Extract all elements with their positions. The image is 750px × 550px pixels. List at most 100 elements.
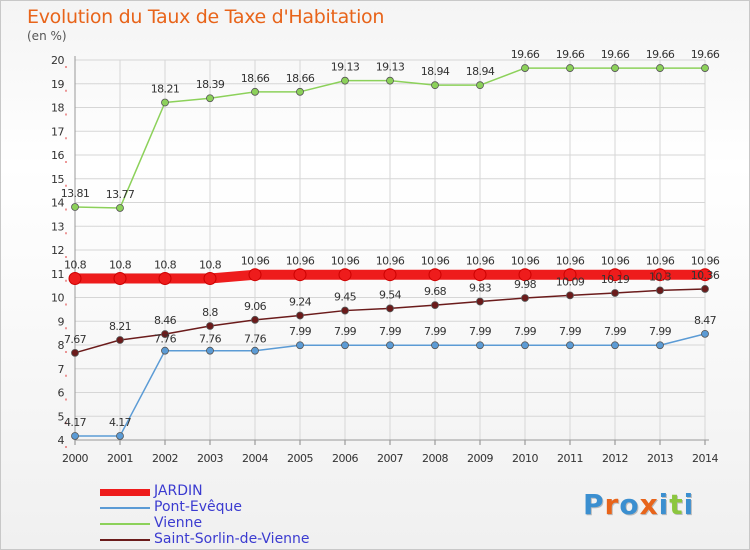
x-tick-label: 2001: [107, 452, 133, 465]
data-label: 19.66: [691, 48, 720, 61]
data-label: 19.66: [556, 48, 585, 61]
data-point: [476, 81, 484, 90]
x-tick-label: 2000: [62, 452, 88, 465]
logo-letter: o: [619, 488, 640, 521]
data-label: 10.8: [64, 259, 87, 272]
data-label: 13.81: [61, 187, 90, 200]
data-label: 13.77: [106, 188, 135, 201]
data-point: [431, 301, 439, 310]
chart-legend: JARDIN Pont-Evêque Vienne Saint-Sorlin-de-V…: [100, 483, 360, 548]
data-point: [476, 297, 484, 306]
legend-label: Pont-Evêque: [154, 499, 243, 515]
y-tick-label: 9: [58, 315, 65, 328]
data-point: [206, 94, 214, 103]
data-point: [701, 64, 709, 72]
y-tick-label: 16: [51, 149, 64, 162]
x-tick-label: 2003: [197, 452, 223, 465]
data-label: 10.96: [286, 255, 315, 268]
logo-letter: r: [604, 488, 620, 521]
y-tick-label: 15: [51, 173, 64, 186]
logo-letter: t: [669, 488, 684, 521]
data-label: 7.99: [424, 325, 447, 338]
data-label: 10.8: [154, 259, 177, 272]
data-label: 9.06: [244, 300, 267, 313]
data-label: 18.21: [151, 83, 180, 96]
data-point: [341, 341, 349, 350]
proxiti-logo: Proxiti: [583, 488, 694, 521]
data-label: 10.96: [466, 255, 495, 268]
x-tick-label: 2002: [152, 452, 178, 465]
data-label: 10.96: [691, 255, 720, 268]
data-label: 10.96: [241, 255, 270, 268]
data-label: 4.17: [64, 416, 87, 429]
data-point: [116, 432, 124, 440]
data-label: 10.8: [199, 259, 222, 272]
data-label: 7.99: [604, 325, 627, 338]
legend-label: Vienne: [154, 515, 203, 531]
data-point: [701, 285, 709, 293]
data-label: 10.96: [331, 255, 360, 268]
y-tick-label: 17: [51, 125, 64, 138]
data-point: [71, 203, 79, 211]
data-label: 7.99: [469, 325, 492, 338]
data-point: [611, 341, 619, 350]
data-label: 7.99: [559, 325, 582, 338]
data-label: 4.17: [109, 416, 132, 429]
data-point: [296, 311, 304, 320]
data-label: 7.99: [514, 325, 537, 338]
y-tick-label: 20: [51, 54, 64, 67]
y-unit-label: (en %): [27, 29, 67, 43]
x-tick-label: 2005: [287, 452, 313, 465]
data-point: [71, 348, 79, 357]
data-point: [338, 268, 352, 282]
y-tick-label: 7: [58, 363, 65, 376]
y-tick-label: 18: [51, 102, 64, 115]
data-label: 7.99: [289, 325, 312, 338]
data-point: [386, 341, 394, 350]
data-point: [656, 286, 664, 295]
y-tick-label: 19: [51, 78, 64, 91]
legend-label: Saint-Sorlin-de-Vienne: [154, 531, 310, 547]
data-label: 19.13: [331, 61, 360, 74]
data-point: [293, 268, 307, 282]
data-point: [248, 268, 262, 282]
y-tick-label: 14: [51, 197, 64, 210]
data-point: [158, 272, 172, 285]
x-tick-label: 2007: [377, 452, 403, 465]
data-label: 10.36: [691, 269, 720, 282]
data-label: 7.99: [649, 325, 672, 338]
data-point: [296, 87, 304, 96]
data-label: 10.19: [601, 273, 630, 286]
data-point: [563, 268, 577, 282]
data-label: 7.99: [379, 325, 402, 338]
data-point: [521, 294, 529, 302]
data-point: [608, 268, 622, 282]
data-point: [386, 76, 394, 85]
data-point: [476, 341, 484, 350]
data-label: 19.66: [601, 48, 630, 61]
y-tick-label: 10: [51, 292, 64, 305]
data-label: 18.66: [286, 72, 315, 85]
data-point: [251, 87, 259, 96]
data-point: [251, 315, 259, 324]
x-tick-label: 2006: [332, 452, 358, 465]
data-point: [518, 268, 532, 282]
x-tick-label: 2013: [647, 452, 673, 465]
data-point: [341, 306, 349, 315]
y-tick-label: 8: [58, 339, 65, 352]
legend-swatch: [100, 507, 150, 509]
legend-item: Vienne: [100, 515, 360, 532]
chart-title: Evolution du Taux de Taxe d'Habitation: [27, 6, 385, 28]
data-label: 8.47: [694, 314, 717, 327]
data-label: 10.96: [646, 255, 675, 268]
data-point: [161, 330, 169, 338]
data-point: [566, 291, 574, 300]
data-label: 18.39: [196, 78, 225, 91]
data-label: 18.66: [241, 72, 270, 85]
logo-letter: P: [583, 488, 605, 521]
data-point: [566, 64, 574, 72]
logo-letter: i: [683, 488, 695, 521]
data-point: [656, 64, 664, 72]
data-label: 7.67: [64, 333, 87, 346]
